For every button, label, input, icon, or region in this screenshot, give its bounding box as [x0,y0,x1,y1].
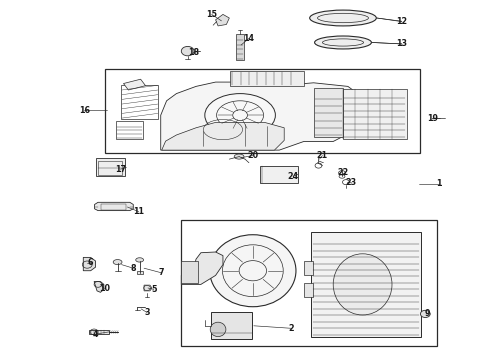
Text: 11: 11 [133,207,144,216]
Bar [181,220,437,346]
Text: 1: 1 [436,179,441,188]
Polygon shape [162,122,284,150]
Text: 17: 17 [115,165,126,174]
Text: 6: 6 [88,258,94,267]
Text: 4: 4 [93,330,98,338]
Bar [116,121,143,139]
Text: 14: 14 [244,34,254,43]
Bar [230,71,304,86]
Bar [98,161,122,175]
Bar [96,158,125,176]
Text: 16: 16 [79,106,90,115]
Polygon shape [314,88,343,137]
Text: 3: 3 [144,308,150,317]
Text: 13: 13 [396,40,407,49]
Text: 7: 7 [159,269,165,277]
Text: 8: 8 [130,264,136,273]
Bar [101,204,126,210]
Bar [343,89,407,139]
Text: 18: 18 [189,48,199,57]
Bar [311,232,421,337]
Ellipse shape [315,36,371,49]
Polygon shape [161,82,363,150]
Ellipse shape [333,254,392,315]
Ellipse shape [210,235,296,307]
Text: 23: 23 [345,178,356,187]
Ellipse shape [113,260,122,265]
Ellipse shape [234,154,244,159]
Text: 5: 5 [151,285,157,294]
Ellipse shape [205,94,275,137]
Text: 2: 2 [289,324,294,333]
Bar [137,271,143,274]
Ellipse shape [310,10,376,26]
Bar [181,261,198,283]
Text: 10: 10 [99,284,110,293]
Polygon shape [181,252,223,284]
Polygon shape [236,34,244,60]
Polygon shape [144,285,152,291]
Text: 12: 12 [396,17,407,26]
Polygon shape [95,202,133,211]
Polygon shape [94,282,104,292]
Polygon shape [216,14,229,26]
Ellipse shape [136,258,144,262]
Ellipse shape [210,322,226,337]
Text: 22: 22 [338,168,348,177]
Text: 15: 15 [206,10,217,19]
Bar [304,261,313,275]
Bar [105,69,420,153]
Text: 20: 20 [247,151,258,160]
Polygon shape [83,257,96,271]
Bar [211,312,252,339]
Bar [304,283,313,297]
Text: 21: 21 [317,151,328,160]
Bar [260,166,298,183]
Text: 19: 19 [427,114,438,122]
Polygon shape [123,79,146,90]
Ellipse shape [420,310,430,318]
Bar [121,85,158,119]
Text: 24: 24 [288,172,298,181]
Text: 9: 9 [424,309,430,318]
Bar [89,330,109,334]
Ellipse shape [181,46,194,56]
